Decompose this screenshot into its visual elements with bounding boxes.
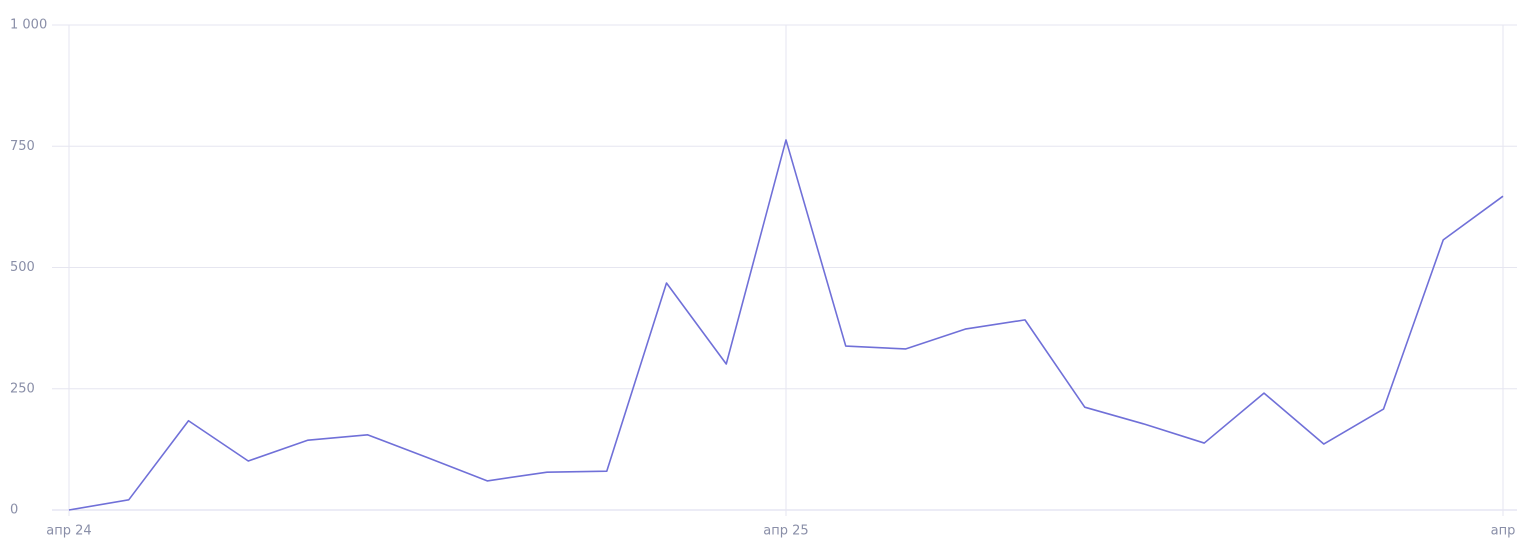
y-tick-label: 0 bbox=[10, 503, 18, 518]
x-tick-label: апр bbox=[1491, 524, 1516, 539]
y-tick-label: 500 bbox=[10, 260, 35, 275]
y-tick-label: 250 bbox=[10, 381, 35, 396]
x-tick-label: апр 24 bbox=[46, 524, 91, 539]
y-tick-label: 750 bbox=[10, 139, 35, 154]
y-tick-label: 1 000 bbox=[10, 18, 47, 33]
x-tick-label: апр 25 bbox=[763, 524, 808, 539]
data-line bbox=[68, 139, 1504, 511]
